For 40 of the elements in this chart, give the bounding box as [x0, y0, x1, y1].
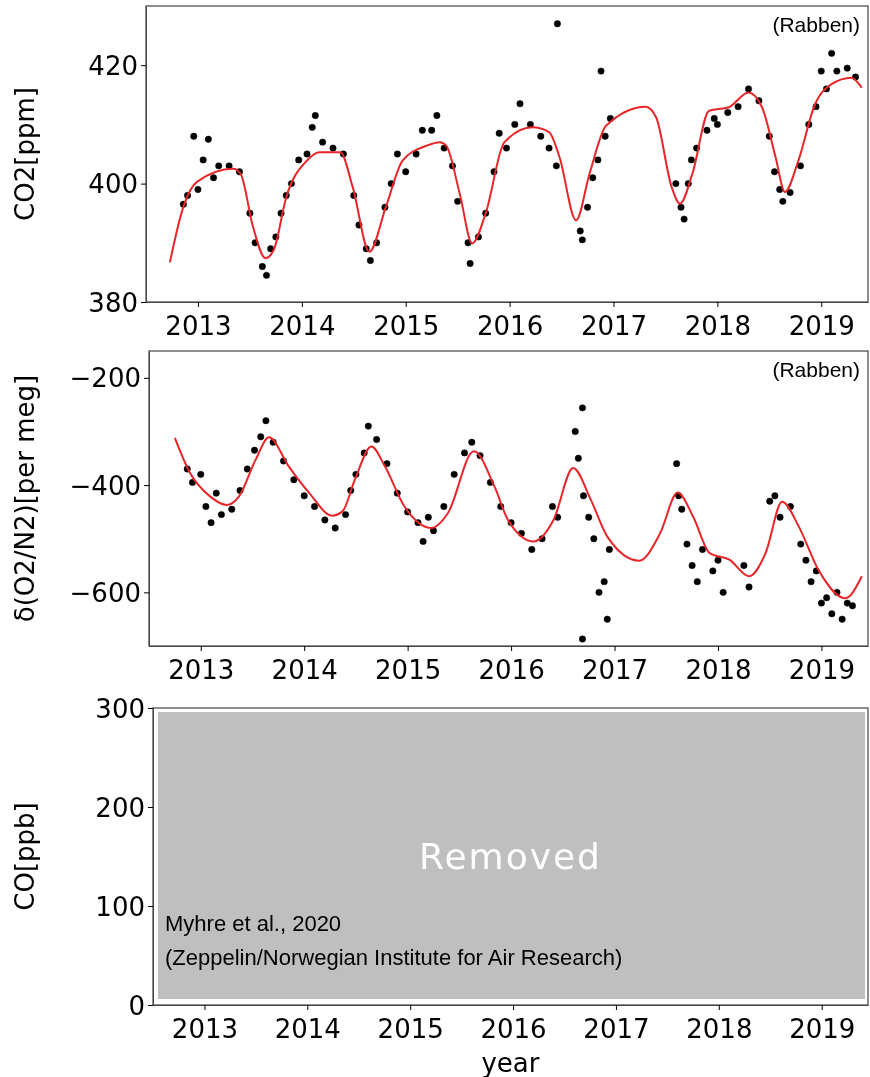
y-tick-label: 100	[95, 891, 145, 922]
x-tick-label: 2017	[581, 654, 649, 685]
annotation: (Rabben)	[772, 358, 860, 381]
y-tick-label: 0	[128, 990, 145, 1021]
x-tick-label: 2015	[375, 654, 442, 685]
y-tick-label: 380	[88, 287, 138, 318]
x-tick-label: 2019	[788, 654, 856, 685]
annotation: (Zeppelin/Norwegian Institute for Air Research)	[165, 945, 623, 970]
x-tick-label: 2014	[274, 1013, 341, 1044]
x-tick-label: 2014	[269, 310, 336, 341]
y-tick-label: 200	[95, 792, 145, 823]
x-tick-label: 2016	[477, 310, 544, 341]
y-tick-label: −200	[69, 363, 141, 394]
x-tick-label: 2018	[685, 654, 752, 685]
annotation: (Rabben)	[772, 13, 860, 36]
x-tick-label: 2015	[373, 310, 440, 341]
x-tick-label: 2018	[686, 1013, 753, 1044]
x-tick-label: 2017	[580, 310, 648, 341]
y-tick-label: 300	[95, 693, 145, 724]
y-tick-label: −400	[69, 470, 141, 501]
x-tick-label: 2017	[583, 1013, 650, 1044]
annotation: Removed	[419, 835, 602, 877]
x-tick-label: 2016	[478, 654, 545, 685]
annotation: Myhre et al., 2020	[165, 911, 342, 936]
x-tick-label: 2019	[789, 1013, 856, 1044]
y-tick-label: −600	[69, 577, 141, 608]
x-axis-title: year	[481, 1048, 540, 1077]
y-axis-title: CO[ppb]	[10, 802, 40, 911]
x-tick-label: 2016	[480, 1013, 547, 1044]
x-tick-label: 2013	[171, 1013, 239, 1044]
x-tick-label: 2015	[377, 1013, 444, 1044]
y-axis-title: δ(O2/N2)[per meg]	[10, 374, 40, 623]
y-axis-title: CO2[ppm]	[10, 87, 40, 221]
x-tick-label: 2013	[165, 310, 232, 341]
x-tick-label: 2013	[168, 654, 235, 685]
x-tick-label: 2018	[684, 310, 751, 341]
x-tick-label: 2019	[788, 310, 855, 341]
x-tick-label: 2014	[271, 654, 338, 685]
y-tick-label: 420	[88, 50, 138, 81]
y-tick-label: 400	[88, 169, 138, 200]
